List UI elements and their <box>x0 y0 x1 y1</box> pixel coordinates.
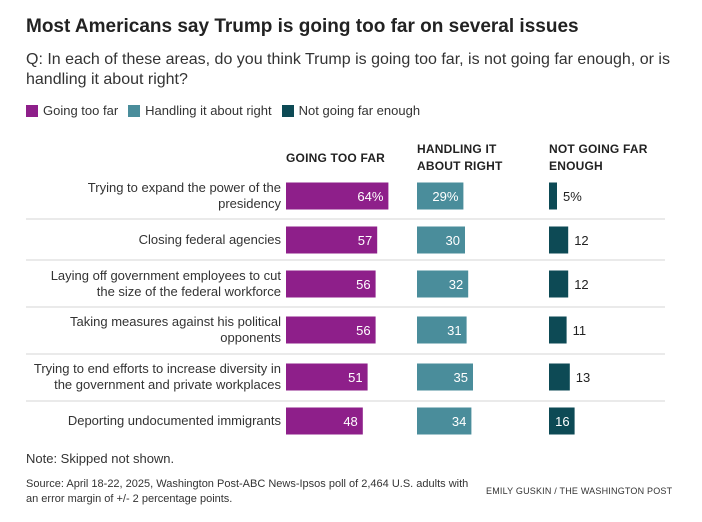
data-label: 12 <box>574 277 588 292</box>
chart-title: Most Americans say Trump is going too fa… <box>26 16 579 37</box>
bar <box>549 226 569 254</box>
legend-label-too-far: Going too far <box>43 103 119 118</box>
bar <box>417 316 467 344</box>
bar <box>417 407 472 435</box>
column-heading-about-right-line1: HANDLING IT <box>417 142 497 156</box>
data-label: 31 <box>447 323 461 338</box>
bar <box>549 182 557 210</box>
column-heading-too-far: GOING TOO FAR <box>286 150 385 167</box>
category-label: Closing federal agencies <box>139 232 282 247</box>
bar <box>417 182 464 210</box>
bar <box>286 270 376 298</box>
data-label: 11 <box>573 323 587 338</box>
legend-swatch-about-right <box>128 104 141 117</box>
data-label: 16 <box>555 414 569 429</box>
category-label: Trying to expand the power of the <box>88 180 281 195</box>
bar <box>549 363 570 391</box>
category-label: Laying off government employees to cut <box>51 268 282 283</box>
category-label: Taking measures against his political <box>70 314 281 329</box>
bar <box>549 270 569 298</box>
chart-credit: EMILY GUSKIN / THE WASHINGTON POST <box>486 486 673 496</box>
column-heading-too-far-line1: GOING TOO FAR <box>286 151 386 165</box>
data-label: 35 <box>454 370 468 385</box>
legend: Going too far Handling it about right No… <box>26 103 430 118</box>
data-label: 57 <box>358 233 372 248</box>
category-label: Deporting undocumented immigrants <box>68 413 282 428</box>
legend-label-about-right: Handling it about right <box>145 103 272 118</box>
bar <box>286 226 378 254</box>
bar-chart: Trying to expand the power of thepreside… <box>26 180 665 435</box>
bar <box>286 316 376 344</box>
bar <box>286 407 363 435</box>
data-label: 5% <box>563 189 582 204</box>
chart-note: Note: Skipped not shown. <box>26 451 175 466</box>
data-label: 30 <box>446 233 460 248</box>
chart-source: Source: April 18-22, 2025, Washington Po… <box>26 478 469 505</box>
bar <box>549 316 567 344</box>
data-label: 51 <box>348 370 362 385</box>
data-label: 48 <box>343 414 357 429</box>
category-label: opponents <box>220 330 281 345</box>
bar <box>286 363 368 391</box>
data-label: 64% <box>357 189 383 204</box>
data-label: 13 <box>576 370 590 385</box>
bar <box>286 182 389 210</box>
legend-swatch-not-enough <box>281 104 294 117</box>
column-heading-not-enough-line2: ENOUGH <box>549 159 603 173</box>
data-label: 12 <box>574 233 588 248</box>
chart-subtitle: Q: In each of these areas, do you think … <box>26 51 670 88</box>
data-label: 56 <box>356 277 370 292</box>
category-label: presidency <box>218 196 281 211</box>
column-heading-not-enough: NOT GOING FAR ENOUGH <box>549 141 648 175</box>
column-heading-about-right-line2: ABOUT RIGHT <box>417 159 503 173</box>
legend-item-not-enough: Not going far enough <box>281 103 421 118</box>
data-label: 32 <box>449 277 463 292</box>
column-heading-about-right: HANDLING IT ABOUT RIGHT <box>417 141 503 175</box>
bar <box>417 226 465 254</box>
legend-label-not-enough: Not going far enough <box>298 103 421 118</box>
data-label: 29% <box>432 189 458 204</box>
bar <box>549 407 575 435</box>
data-label: 56 <box>356 323 370 338</box>
bar <box>417 270 469 298</box>
data-label: 34 <box>452 414 466 429</box>
legend-item-about-right: Handling it about right <box>128 103 272 118</box>
category-label: Trying to end efforts to increase divers… <box>34 361 281 376</box>
category-label: the size of the federal workforce <box>97 284 281 299</box>
legend-item-too-far: Going too far <box>26 103 118 118</box>
column-heading-not-enough-line1: NOT GOING FAR <box>549 142 648 156</box>
bar <box>417 363 473 391</box>
category-label: the government and private workplaces <box>54 377 281 392</box>
legend-swatch-too-far <box>26 104 38 117</box>
